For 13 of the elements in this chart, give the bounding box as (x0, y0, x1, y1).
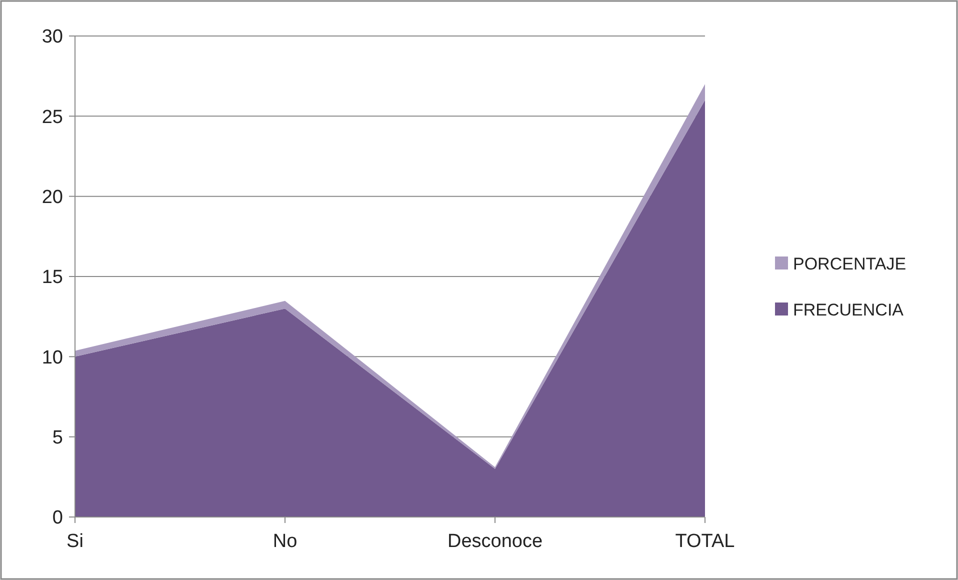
y-tick-label: 0 (52, 508, 63, 529)
y-tick-label: 30 (42, 26, 63, 48)
y-tick-label: 5 (52, 427, 63, 448)
x-tick-label: Desconoce (447, 531, 543, 552)
legend-label: PORCENTAJE (793, 254, 906, 274)
x-tick-label: No (272, 531, 298, 552)
y-tick-label: 20 (42, 186, 63, 208)
legend-label: FRECUENCIA (793, 300, 904, 320)
y-tick-label: 25 (42, 106, 63, 128)
x-tick-label: Si (66, 531, 84, 552)
y-tick-label: 15 (42, 267, 63, 288)
x-tick-label: TOTAL (675, 531, 735, 552)
y-tick-label: 10 (42, 347, 63, 368)
